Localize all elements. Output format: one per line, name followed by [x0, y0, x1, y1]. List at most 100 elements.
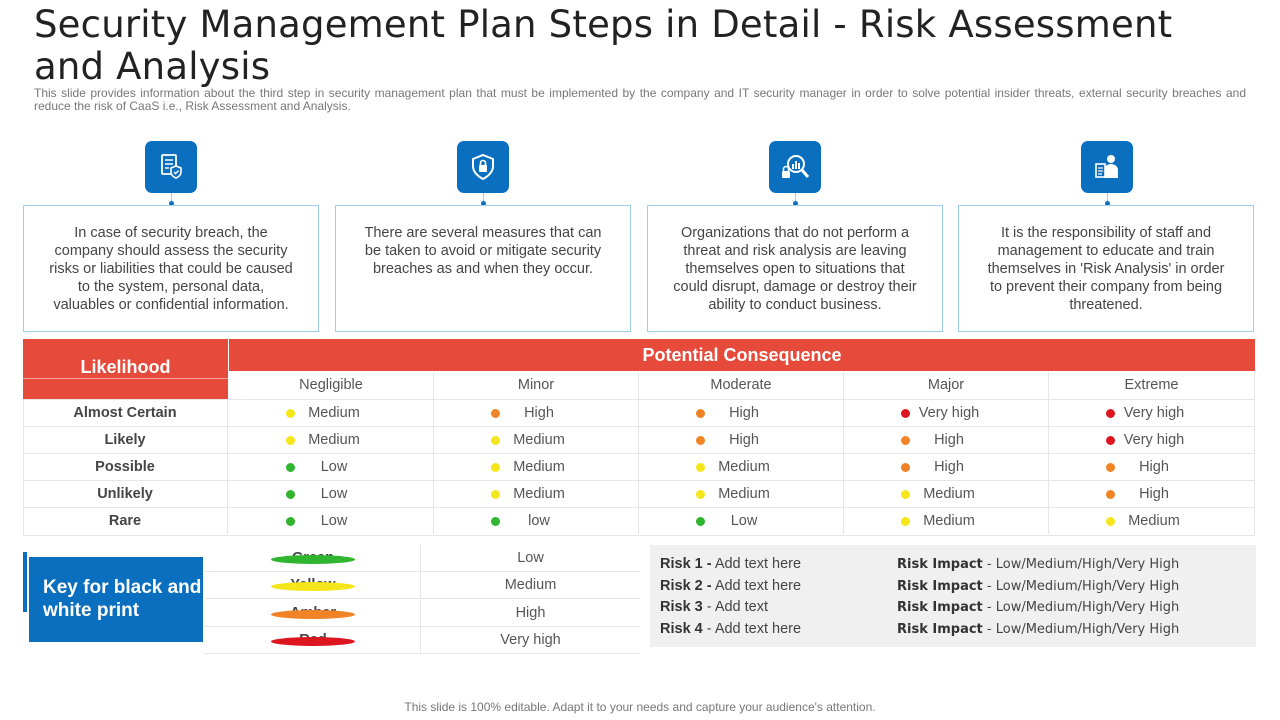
risk-text: - Add text here	[702, 620, 802, 637]
risk-impact-text: - Low/Medium/High/Very High	[982, 557, 1180, 572]
risk-level-label: High	[524, 405, 554, 421]
risk-impact-label: Risk Impact	[897, 600, 983, 615]
risk-cell: High	[844, 454, 1049, 480]
risk-level-dot	[696, 436, 705, 445]
key-level-label: Very high	[500, 631, 561, 648]
risk-cell: Medium	[229, 400, 434, 426]
risk-level-label: Medium	[308, 432, 360, 448]
footer-note: This slide is 100% editable. Adapt it to…	[404, 700, 876, 714]
card-text: There are several measures that can be t…	[364, 225, 602, 277]
card-risk-analysis: Organizations that do not perform a thre…	[647, 205, 943, 332]
risk-level-dot	[1106, 490, 1115, 499]
risk-cell: Very high	[1049, 427, 1255, 453]
risk-item: Risk 1 - Add text here	[660, 554, 801, 575]
risk-cell: High	[434, 400, 639, 426]
risk-cell: Low	[229, 508, 434, 534]
risk-impact-text: - Low/Medium/High/Very High	[982, 578, 1180, 594]
risk-label: Risk 2 -	[660, 577, 712, 594]
risk-level-dot	[286, 490, 295, 499]
risk-level-label: High	[1139, 486, 1169, 502]
key-color-cell: Yellow	[205, 572, 421, 599]
risk-text: Add text here	[711, 577, 802, 594]
risk-level-dot	[901, 409, 910, 418]
risk-level-dot	[1106, 436, 1115, 445]
risk-level-label: High	[729, 432, 759, 448]
risk-matrix-table: Likelihood Potential Consequence Negligi…	[23, 339, 1255, 536]
risk-level-dot	[286, 517, 295, 526]
key-table: Green Low Yellow Medium Amber High Red Very hig…	[205, 545, 640, 654]
key-level-label: High	[515, 604, 546, 621]
risk-level-dot	[901, 436, 910, 445]
risk-level-dot	[696, 463, 705, 472]
risk-impact: Risk Impact - Low/Medium/High/Very High	[897, 597, 1179, 618]
risk-impact-label: Risk Impact	[897, 557, 983, 572]
risk-level-label: Medium	[513, 459, 565, 475]
risk-item: Risk 2 - Add text here	[660, 576, 801, 597]
row-label: Rare	[23, 508, 228, 534]
key-color-dot	[271, 582, 355, 592]
risk-cell: Low	[229, 454, 434, 480]
risk-level-dot	[696, 409, 705, 418]
table-row: Almost Certain Medium High High Very high Ver…	[23, 399, 1255, 426]
table-row: Likely Medium Medium High High Very high	[23, 426, 1255, 453]
card-text: Organizations that do not perform a thre…	[673, 225, 917, 313]
risk-level-label: Medium	[923, 486, 975, 502]
risk-cell: Medium	[639, 454, 844, 480]
risk-level-label: low	[528, 513, 550, 529]
key-level-label: Medium	[504, 577, 557, 594]
risk-level-dot	[491, 463, 500, 472]
card-text: In case of security breach, the company …	[49, 225, 293, 313]
risk-level-label: High	[934, 459, 964, 475]
risk-level-dot	[696, 490, 705, 499]
risk-cell: Very high	[1049, 400, 1255, 426]
risk-level-dot	[1106, 409, 1115, 418]
risk-level-label: Medium	[308, 405, 360, 421]
risk-level-dot	[286, 463, 295, 472]
risk-level-label: Medium	[513, 432, 565, 448]
risk-cell: Very high	[844, 400, 1049, 426]
risk-level-label: Very high	[1123, 432, 1185, 448]
risk-cell: Medium	[434, 427, 639, 453]
risk-impact: Risk Impact - Low/Medium/High/Very High	[897, 619, 1179, 640]
page-subtitle: This slide provides information about th…	[34, 86, 1246, 113]
risk-cell: Low	[229, 481, 434, 507]
table-row: Possible Low Medium Medium High High	[23, 453, 1255, 480]
risk-level-dot	[286, 436, 295, 445]
key-row: Amber High	[205, 599, 640, 627]
risk-item: Risk 4 - Add text here	[660, 619, 801, 640]
card-security-breach: In case of security breach, the company …	[23, 205, 319, 332]
consequence-header: Potential Consequence	[229, 339, 1255, 371]
risk-cell: Medium	[434, 454, 639, 480]
risk-level-label: Very high	[1123, 405, 1185, 421]
risk-cell: High	[844, 427, 1049, 453]
risk-cell: High	[1049, 481, 1255, 507]
key-row: Yellow Medium	[205, 572, 640, 600]
card-text: It is the responsibility of staff and ma…	[987, 225, 1225, 313]
key-accent-bar	[23, 552, 27, 612]
risk-level-dot	[901, 490, 910, 499]
risk-level-dot	[901, 463, 910, 472]
risk-cell: Medium	[639, 481, 844, 507]
risk-level-label: Low	[320, 459, 348, 475]
risk-level-label: Low	[320, 513, 348, 529]
risk-label: Risk 4	[660, 620, 703, 637]
column-header: Moderate	[639, 372, 844, 399]
key-level-label: Low	[517, 550, 544, 566]
key-color-dot	[271, 636, 355, 646]
key-color-dot	[271, 555, 355, 564]
risk-impact: Risk Impact - Low/Medium/High/Very High	[897, 554, 1179, 575]
key-color-cell: Amber	[205, 599, 421, 626]
risk-level-dot	[901, 517, 910, 526]
key-row: Green Low	[205, 545, 640, 572]
key-color-dot	[271, 609, 355, 619]
risk-cell: Medium	[229, 427, 434, 453]
column-header: Minor	[434, 372, 639, 399]
risk-level-label: Medium	[1128, 513, 1180, 529]
risk-impact-label: Risk Impact	[897, 578, 983, 594]
key-row: Red Very high	[205, 626, 640, 654]
document-shield-icon	[145, 141, 197, 193]
key-color-cell: Red	[205, 626, 421, 653]
risk-level-label: Medium	[513, 486, 565, 502]
row-label: Almost Certain	[23, 400, 228, 426]
likelihood-header: Likelihood	[23, 339, 228, 399]
